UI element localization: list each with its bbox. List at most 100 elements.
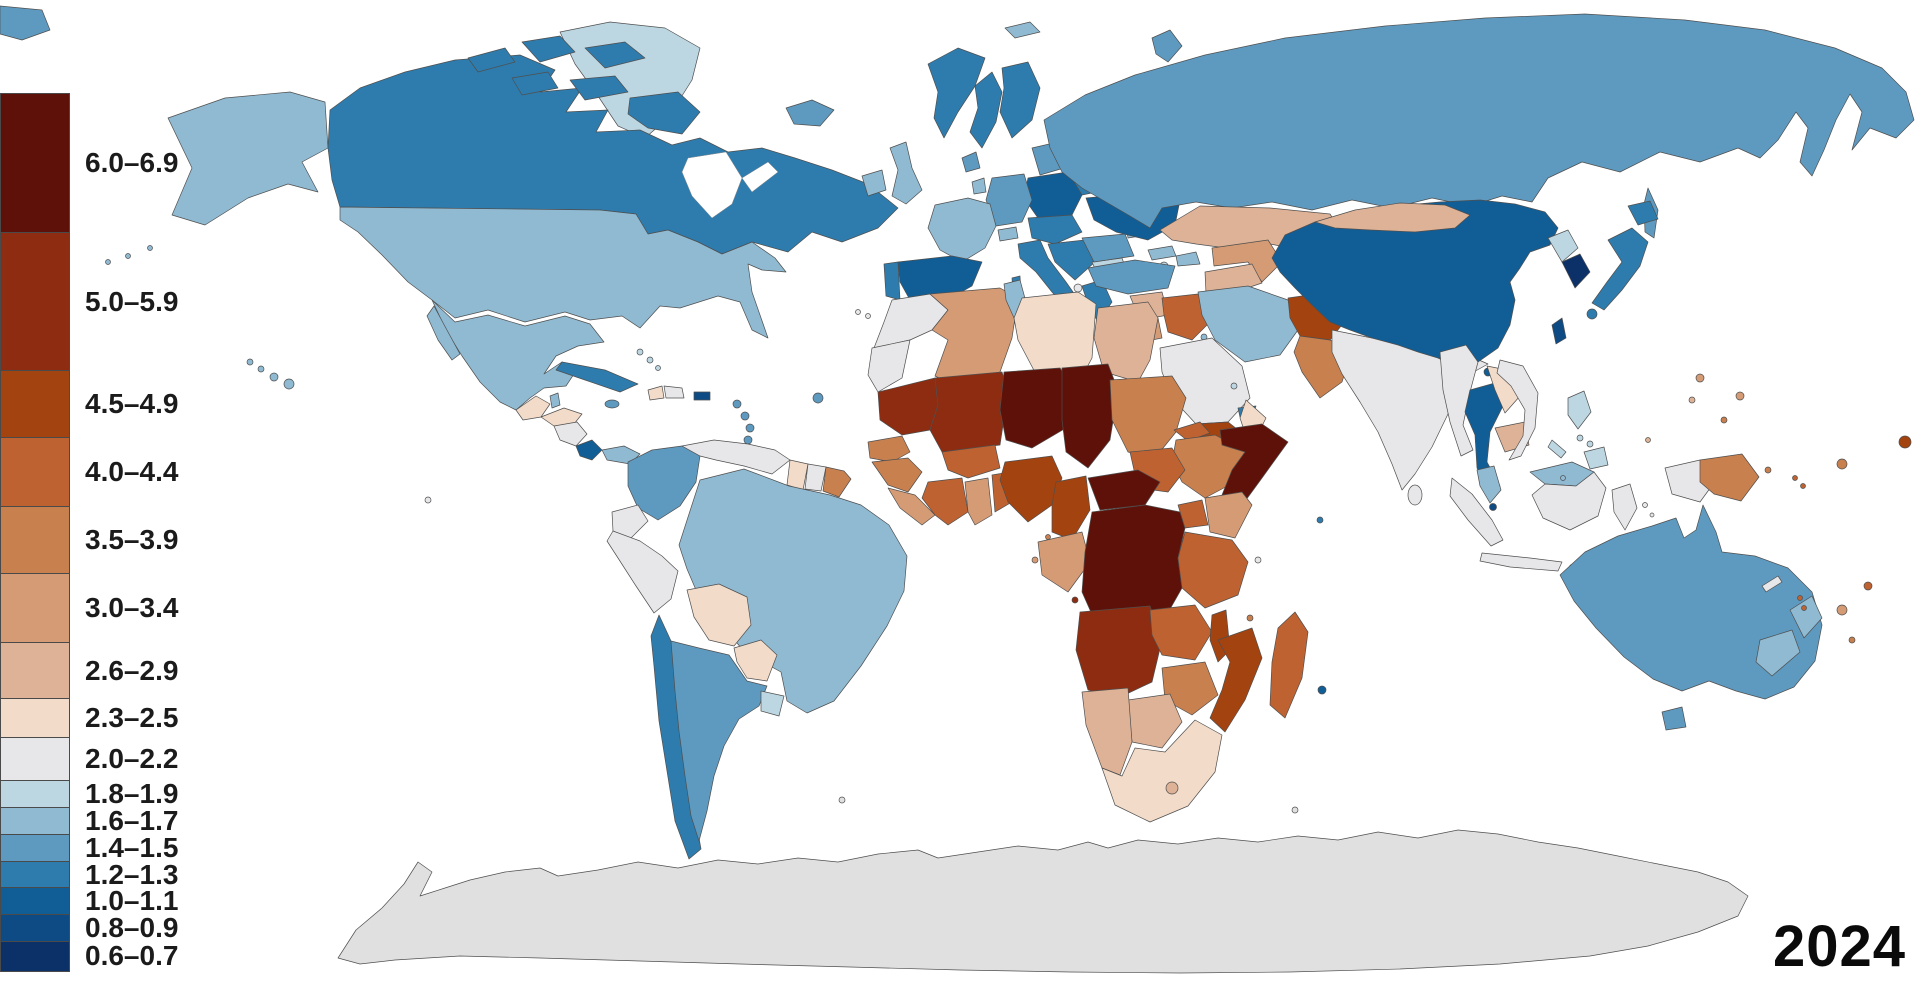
region-lesser-antilles [732, 399, 742, 409]
region-kiribati [1836, 458, 1848, 470]
region-drc [1081, 504, 1186, 639]
hudson-bay [681, 151, 743, 219]
region-iran [1197, 285, 1299, 363]
region-france [927, 197, 997, 263]
region-myanmar [1439, 344, 1479, 457]
region-palau [1645, 437, 1651, 443]
region-costa-rica [575, 439, 603, 461]
region-alaska [167, 91, 329, 226]
region-germany [985, 173, 1033, 227]
region-guam [1688, 396, 1696, 404]
region-bolivia [686, 583, 752, 647]
region-vanuatu [1797, 595, 1803, 601]
region-guatemala [515, 395, 551, 421]
region-congo-gabon [1037, 531, 1091, 593]
region-nigeria [999, 455, 1063, 523]
region-aleutians [147, 245, 153, 251]
region-luzon [1567, 390, 1592, 430]
region-canadian-arctic [511, 71, 559, 96]
region-ecuador [611, 504, 649, 540]
region-canary-islands [865, 313, 871, 319]
region-kenya [1204, 491, 1253, 539]
region-hawaii [246, 358, 254, 366]
region-bahamas [646, 356, 654, 364]
region-china [1271, 199, 1559, 367]
region-vanuatu [1801, 605, 1807, 611]
region-canadian-arctic [467, 47, 516, 73]
region-south-georgia [838, 796, 846, 804]
region-south-korea [1561, 253, 1591, 289]
region-madagascar [1269, 611, 1309, 719]
region-uzbekistan [1211, 239, 1283, 283]
region-uruguay [760, 690, 785, 717]
region-brazil [678, 468, 908, 714]
region-japan-honshu [1591, 227, 1649, 311]
region-qatar [1230, 382, 1238, 390]
region-japan-kyushu [1586, 308, 1598, 320]
region-micronesia [1720, 416, 1728, 424]
region-micronesia [1735, 391, 1745, 401]
region-dominican-republic [663, 385, 685, 399]
region-french-guiana [822, 466, 852, 498]
region-mauritius [1317, 685, 1327, 695]
region-north-korea [1547, 229, 1579, 263]
region-egypt [1093, 301, 1159, 383]
region-japan-hokkaido [1627, 200, 1659, 226]
region-nz-south-island [1755, 629, 1801, 677]
region-senegal [867, 435, 911, 463]
region-sulawesi [1611, 483, 1638, 531]
region-maldives [1316, 516, 1324, 524]
region-paraguay [733, 639, 778, 682]
region-central-europe [1027, 214, 1083, 245]
region-colombia [627, 445, 701, 521]
region-sumatra [1449, 477, 1504, 547]
region-solomon-islands [1800, 483, 1806, 489]
region-ghana [964, 477, 993, 526]
region-moluccas [1649, 512, 1655, 518]
region-switzerland [997, 226, 1019, 242]
region-canadian-arctic [569, 75, 629, 101]
region-central-african-republic [1087, 469, 1161, 511]
region-sweden [969, 71, 1003, 149]
region-belize [549, 392, 561, 409]
region-georgia [1147, 245, 1177, 261]
region-australia [1559, 504, 1823, 700]
region-hawaii [283, 378, 295, 390]
region-singapore [1489, 503, 1497, 511]
region-uk [889, 141, 923, 205]
region-cape-verde [812, 392, 824, 404]
region-zambia [1149, 604, 1213, 661]
region-brunei [1560, 475, 1566, 481]
region-samoa [1863, 581, 1873, 591]
region-iceland [785, 99, 835, 127]
region-south-africa [1101, 719, 1223, 823]
region-chad [1061, 363, 1119, 469]
region-eritrea [1173, 421, 1211, 442]
region-novaya-zemlya [1151, 29, 1183, 63]
region-sudan [1109, 375, 1187, 459]
region-azerbaijan [1175, 251, 1201, 267]
region-puerto-rico [693, 391, 711, 401]
region-micronesia [1695, 373, 1705, 383]
region-balkans [1047, 239, 1096, 281]
region-baffin-island [627, 91, 701, 135]
region-visayas [1586, 440, 1594, 448]
region-kerguelen [1291, 806, 1299, 814]
region-hawaii [269, 372, 279, 382]
region-moluccas [1642, 502, 1648, 508]
region-mindanao [1583, 446, 1609, 470]
region-morocco [873, 293, 949, 349]
region-lesotho [1165, 781, 1179, 795]
region-cameroon [1051, 475, 1091, 541]
region-java [1479, 552, 1563, 572]
region-ireland [861, 169, 887, 197]
region-canadian-arctic [584, 41, 646, 69]
region-burkina-faso [941, 444, 1001, 479]
region-lesser-antilles [745, 423, 755, 433]
region-norway [927, 47, 986, 139]
region-nicaragua [553, 421, 588, 447]
region-svalbard [1004, 21, 1041, 39]
region-tanzania [1177, 531, 1249, 609]
region-guyana [786, 459, 809, 491]
